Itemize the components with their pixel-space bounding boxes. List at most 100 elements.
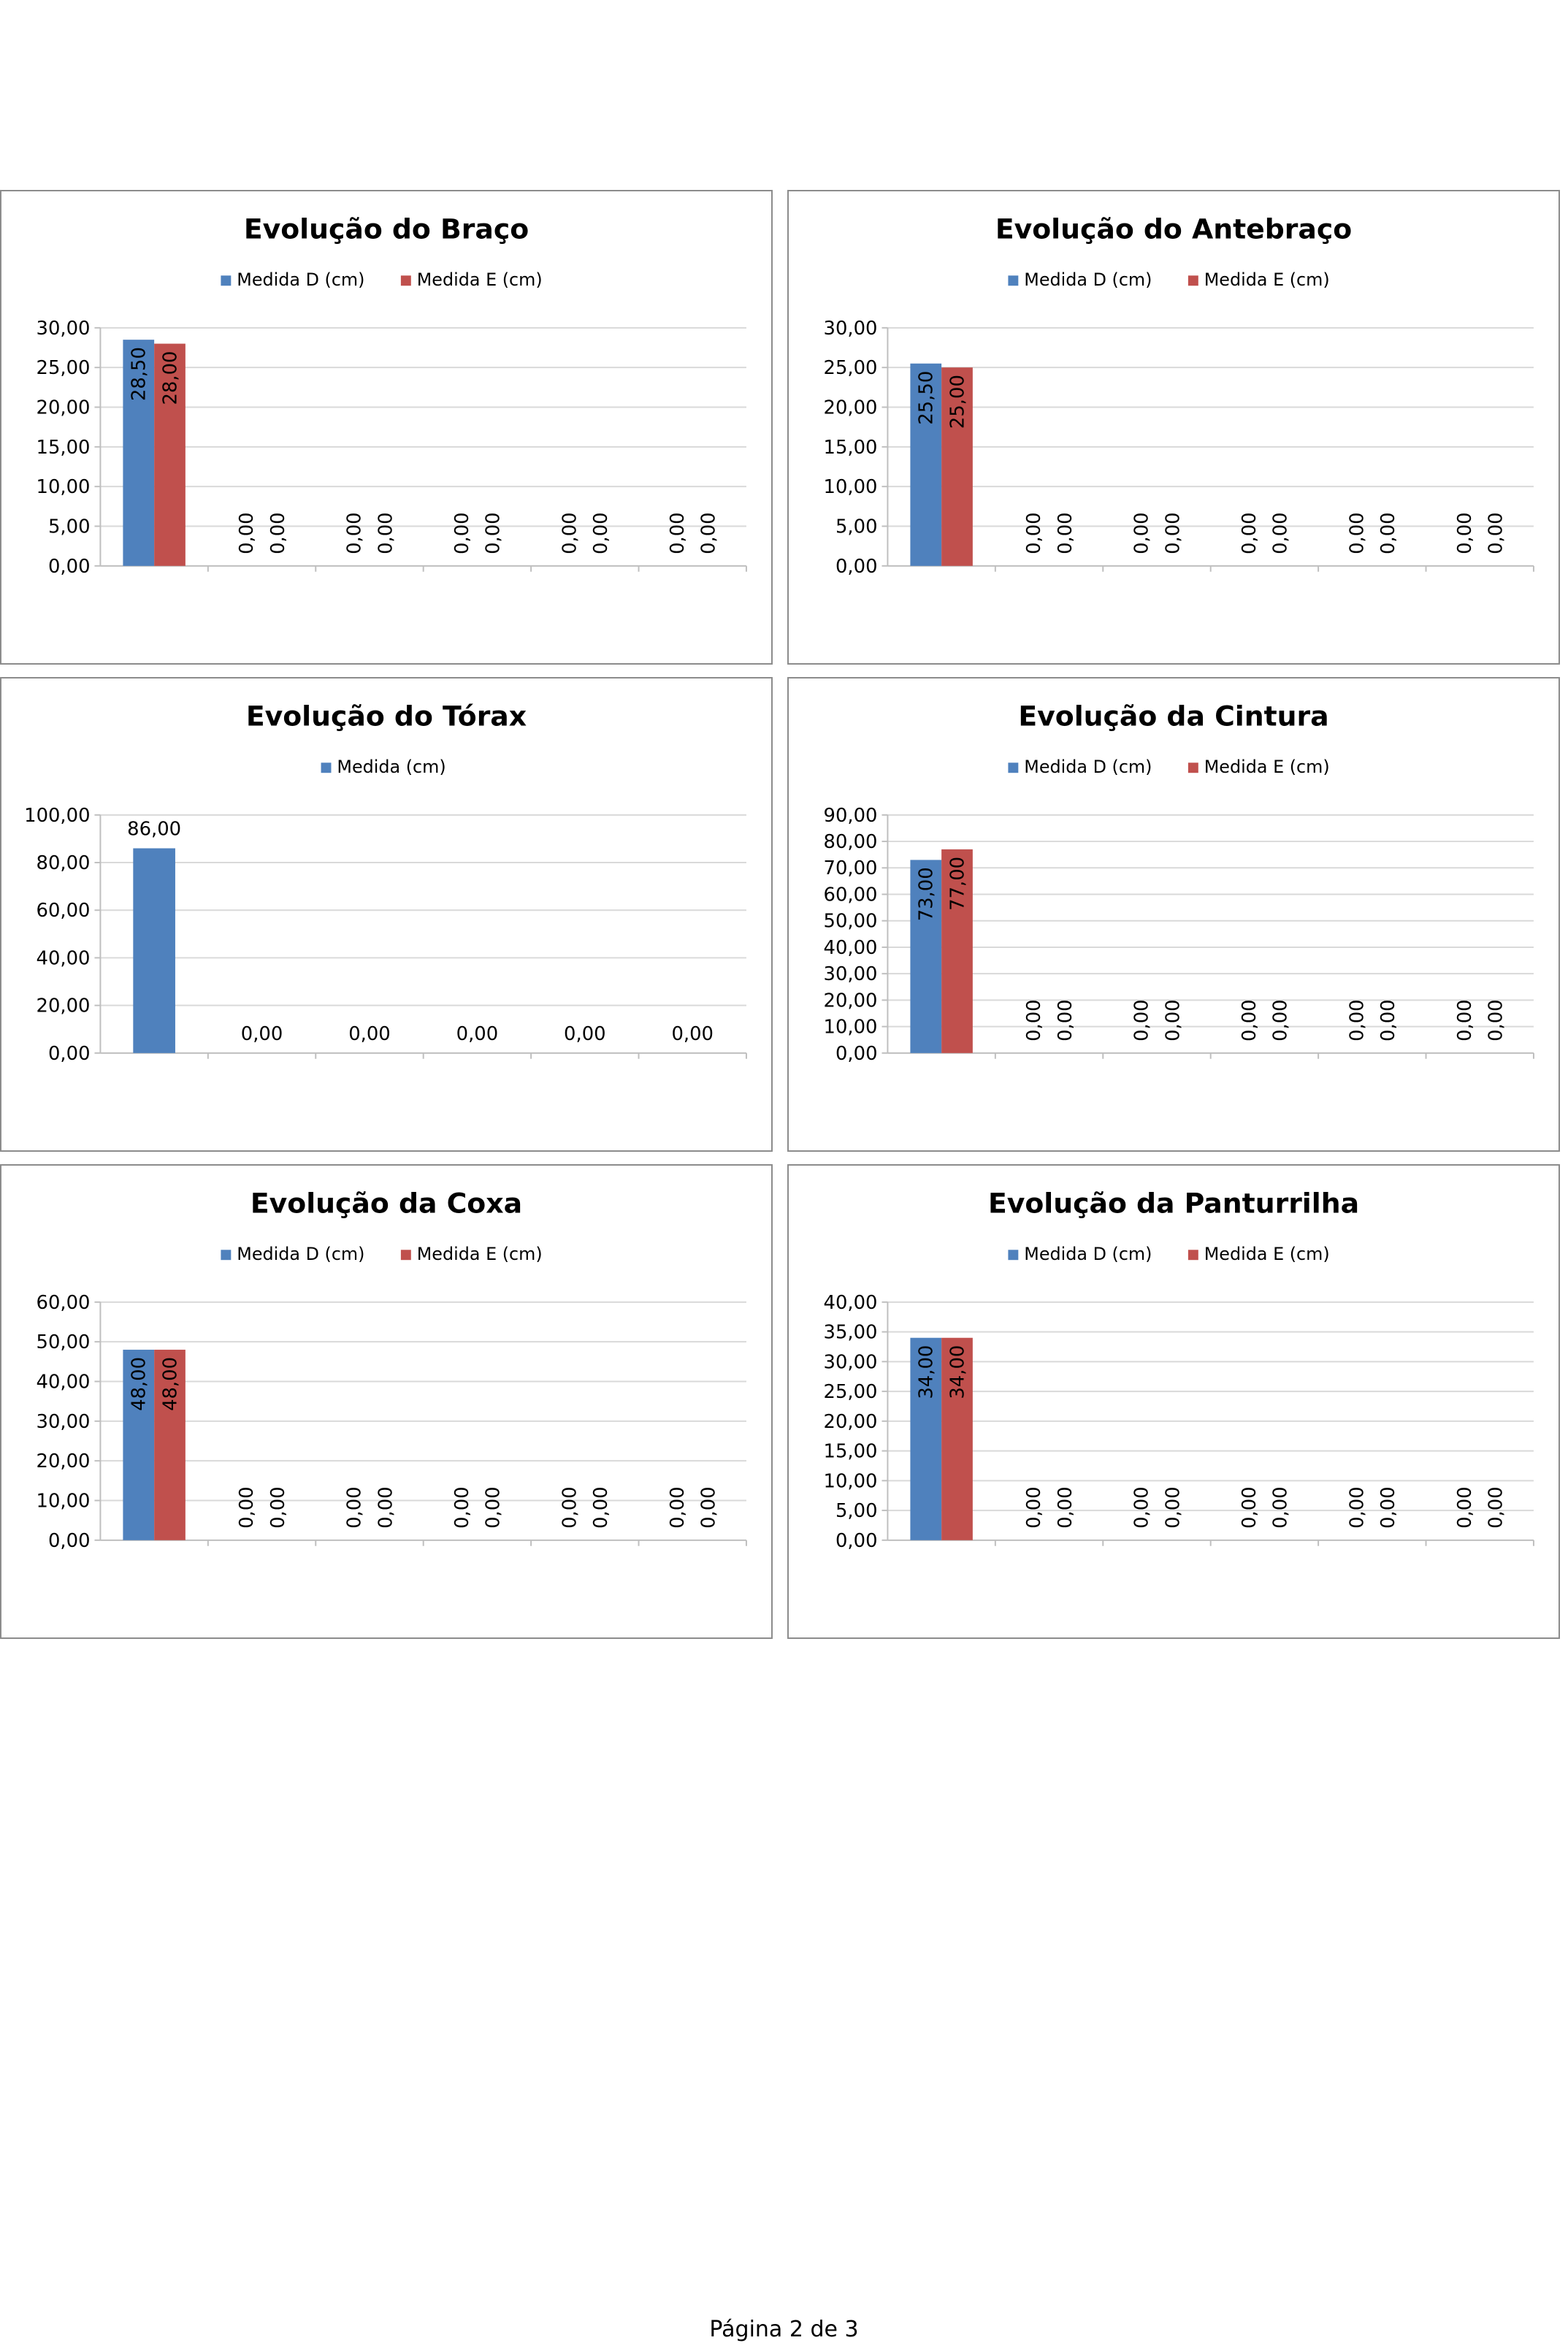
data-label: 0,00 bbox=[590, 1486, 612, 1529]
y-tick-label: 10,00 bbox=[824, 476, 878, 498]
data-label: 0,00 bbox=[451, 1486, 473, 1529]
y-tick-label: 60,00 bbox=[824, 884, 878, 906]
data-label: 0,00 bbox=[1023, 999, 1045, 1041]
data-label: 0,00 bbox=[483, 1486, 505, 1529]
legend-label-2: Medida E (cm) bbox=[1204, 757, 1330, 777]
chart-antebraco-svg: Evolução do Antebraço Medida D (cm) Medida… bbox=[824, 213, 1534, 578]
y-tick-label: 30,00 bbox=[37, 318, 91, 340]
data-label: 0,00 bbox=[1270, 1486, 1292, 1529]
legend-label-1: Medida D (cm) bbox=[237, 1244, 364, 1264]
y-tick-label: 20,00 bbox=[37, 995, 91, 1017]
legend-swatch-1 bbox=[1008, 275, 1019, 286]
data-label: 0,00 bbox=[1485, 512, 1507, 554]
y-tick-label: 80,00 bbox=[37, 852, 91, 874]
legend-label-1: Medida D (cm) bbox=[1024, 1244, 1152, 1264]
y-tick-label: 5,00 bbox=[48, 516, 91, 538]
chart-torax-svg: Evolução do Tórax Medida (cm) 0,00 20,00 40,… bbox=[24, 700, 747, 1065]
data-label: 28,50 bbox=[129, 347, 150, 401]
chart-cintura: Evolução da Cintura Medida D (cm) Medida E… bbox=[787, 677, 1560, 1152]
y-tick-label: 30,00 bbox=[824, 1351, 878, 1373]
y-tick-label: 60,00 bbox=[37, 900, 91, 922]
legend-label-1: Medida D (cm) bbox=[237, 269, 364, 290]
data-label: 28,00 bbox=[159, 351, 181, 405]
legend-label-1: Medida (cm) bbox=[337, 757, 445, 777]
y-tick-label: 0,00 bbox=[48, 1530, 91, 1552]
legend-swatch-1 bbox=[1008, 762, 1019, 773]
data-label: 0,00 bbox=[267, 1486, 289, 1529]
y-tick-label: 40,00 bbox=[37, 1371, 91, 1393]
y-tick-label: 20,00 bbox=[37, 397, 91, 418]
data-label: 0,00 bbox=[1023, 1486, 1045, 1529]
data-label: 86,00 bbox=[127, 819, 181, 841]
data-label: 0,00 bbox=[667, 1486, 689, 1529]
y-tick-label: 0,00 bbox=[835, 556, 878, 578]
y-tick-label: 10,00 bbox=[824, 1470, 878, 1492]
data-label: 0,00 bbox=[1454, 512, 1476, 554]
y-tick-label: 0,00 bbox=[835, 1530, 878, 1552]
chart-panturrilha: Evolução da Panturrilha Medida D (cm) Medi… bbox=[787, 1164, 1560, 1639]
data-label: 0,00 bbox=[559, 512, 581, 554]
bar bbox=[941, 1337, 973, 1540]
data-label: 0,00 bbox=[1162, 512, 1184, 554]
bar bbox=[941, 367, 973, 566]
data-label: 0,00 bbox=[1055, 999, 1076, 1041]
bar bbox=[154, 1350, 186, 1540]
data-label: 0,00 bbox=[564, 1023, 606, 1045]
y-tick-label: 25,00 bbox=[824, 357, 878, 379]
legend-label-2: Medida E (cm) bbox=[1204, 269, 1330, 290]
data-label: 0,00 bbox=[348, 1023, 391, 1045]
y-tick-label: 30,00 bbox=[824, 963, 878, 985]
chart-panturrilha-svg: Evolução da Panturrilha Medida D (cm) Medi… bbox=[824, 1188, 1534, 1552]
data-label: 0,00 bbox=[1131, 1486, 1153, 1529]
data-label: 0,00 bbox=[1239, 999, 1261, 1041]
y-tick-label: 30,00 bbox=[824, 318, 878, 340]
y-tick-label: 30,00 bbox=[37, 1411, 91, 1433]
data-label: 0,00 bbox=[698, 512, 720, 554]
legend-swatch-1 bbox=[1008, 1250, 1019, 1261]
data-label: 0,00 bbox=[1485, 999, 1507, 1041]
chart-braco-svg: Evolução do Braço Medida D (cm) Medida E (… bbox=[37, 213, 747, 578]
data-label: 0,00 bbox=[1239, 1486, 1261, 1529]
y-tick-label: 40,00 bbox=[824, 937, 878, 959]
legend-swatch-1 bbox=[221, 1250, 232, 1261]
data-label: 0,00 bbox=[236, 512, 258, 554]
data-label: 0,00 bbox=[344, 512, 366, 554]
data-label: 0,00 bbox=[671, 1023, 714, 1045]
bar bbox=[154, 343, 186, 566]
data-label: 0,00 bbox=[344, 1486, 366, 1529]
data-label: 0,00 bbox=[1162, 999, 1184, 1041]
chart-coxa-svg: Evolução da Coxa Medida D (cm) Medida E (c… bbox=[37, 1188, 747, 1552]
y-tick-label: 15,00 bbox=[824, 437, 878, 459]
legend-swatch-1 bbox=[221, 275, 232, 286]
y-tick-label: 25,00 bbox=[824, 1381, 878, 1403]
data-label: 0,00 bbox=[241, 1023, 283, 1045]
chart-coxa: Evolução da Coxa Medida D (cm) Medida E (c… bbox=[0, 1164, 773, 1639]
bar bbox=[133, 848, 175, 1053]
legend-swatch-2 bbox=[1188, 762, 1198, 773]
bar bbox=[910, 363, 942, 566]
chart-title: Evolução da Cintura bbox=[1018, 700, 1328, 733]
y-tick-label: 60,00 bbox=[37, 1292, 91, 1314]
data-label: 0,00 bbox=[1377, 999, 1399, 1041]
data-label: 0,00 bbox=[1131, 999, 1153, 1041]
data-label: 0,00 bbox=[1346, 512, 1368, 554]
data-label: 0,00 bbox=[1023, 512, 1045, 554]
bar bbox=[123, 340, 155, 566]
data-label: 0,00 bbox=[559, 1486, 581, 1529]
y-tick-label: 10,00 bbox=[824, 1017, 878, 1039]
legend-label-1: Medida D (cm) bbox=[1024, 757, 1152, 777]
legend-label-2: Medida E (cm) bbox=[1204, 1244, 1330, 1264]
chart-title: Evolução do Tórax bbox=[246, 700, 527, 733]
legend-swatch-1 bbox=[321, 762, 332, 773]
data-label: 0,00 bbox=[1485, 1486, 1507, 1529]
data-label: 0,00 bbox=[1454, 999, 1476, 1041]
data-label: 0,00 bbox=[375, 512, 397, 554]
data-label: 0,00 bbox=[1239, 512, 1261, 554]
bar bbox=[941, 849, 973, 1053]
data-label: 0,00 bbox=[375, 1486, 397, 1529]
y-tick-label: 80,00 bbox=[824, 831, 878, 853]
data-label: 34,00 bbox=[946, 1345, 968, 1399]
data-label: 0,00 bbox=[267, 512, 289, 554]
page-number: Página 2 de 3 bbox=[709, 2317, 859, 2342]
y-tick-label: 15,00 bbox=[824, 1441, 878, 1463]
